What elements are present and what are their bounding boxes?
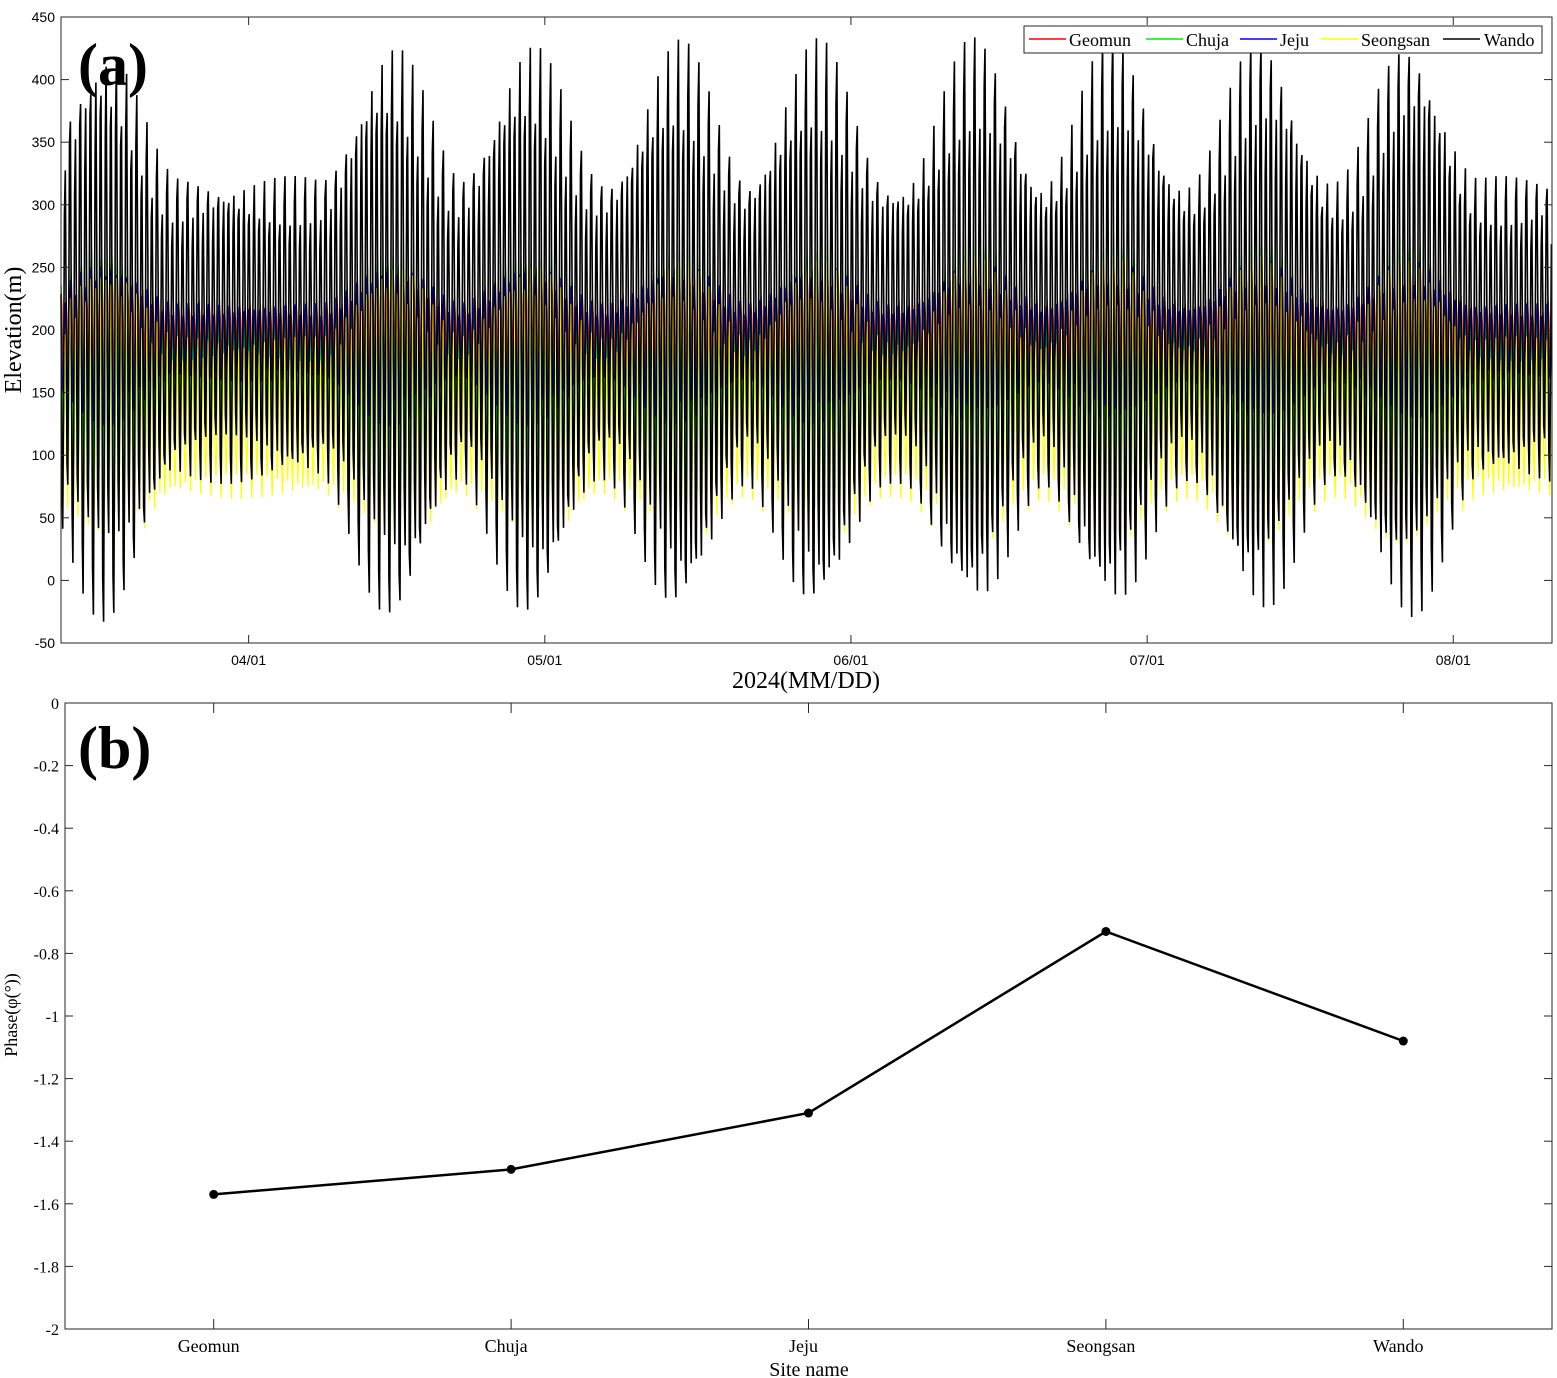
- panel-b-y-tick-label: -1.8: [34, 1259, 59, 1276]
- panel-b: -2 -1.8 -1.6 -1.4 -1.2 -1 -0.8 -0.6 -0.4 -0.2 0 Ge…: [1, 696, 1553, 1378]
- panel-a-series-group: [60, 37, 1553, 622]
- panel-a-x-tick-label: 07/01: [1130, 652, 1165, 668]
- panel-b-points: [209, 926, 1408, 1199]
- panel-b-x-tick-label: Chuja: [485, 1336, 528, 1356]
- panel-b-point-geomun: [209, 1189, 219, 1199]
- panel-a-x-tick-label: 08/01: [1436, 652, 1471, 668]
- panel-b-y-tick-label: -0.4: [34, 821, 59, 838]
- panel-b-y-tick-label: -0.2: [34, 759, 59, 776]
- panel-b-x-ticks: Geomun Chuja Jeju Seongsan Wando: [178, 703, 1424, 1356]
- panel-a-y-tick-label: 350: [32, 134, 56, 150]
- panel-a-x-axis-title: 2024(MM/DD): [732, 668, 880, 694]
- panel-a-series-wando: [60, 37, 1553, 622]
- panel-b-y-tick-label: -1.4: [34, 1134, 59, 1151]
- panel-b-y-tick-label: -0.6: [34, 884, 59, 901]
- panel-a-y-tick-label: 250: [32, 259, 56, 275]
- panel-b-point-jeju: [804, 1108, 813, 1118]
- panel-a-y-tick-label: 50: [39, 510, 55, 526]
- panel-b-x-tick-label: Seongsan: [1066, 1336, 1135, 1356]
- panel-a-legend: Geomun Chuja Jeju Seongsan Wando: [1023, 25, 1543, 54]
- panel-a-y-tick-label: -50: [35, 635, 55, 651]
- panel-b-x-axis-title: Site name: [769, 1359, 849, 1378]
- panel-b-point-chuja: [506, 1164, 516, 1174]
- panel-a-x-tick-label: 06/01: [833, 652, 868, 668]
- panel-a-x-tick-label: 04/01: [231, 652, 266, 668]
- panel-b-x-tick-label: Geomun: [178, 1336, 240, 1356]
- panel-a-label: (a): [78, 32, 148, 98]
- panel-b-y-tick-label: -1.2: [34, 1072, 59, 1089]
- panel-a-y-tick-label: 0: [47, 572, 55, 588]
- panel-b-y-tick-label: 0: [51, 696, 59, 713]
- panel-b-x-tick-label: Jeju: [789, 1336, 818, 1356]
- panel-b-y-axis-title: Phase(φ(°)): [1, 973, 22, 1057]
- legend-label-seongsan: Seongsan: [1361, 30, 1430, 50]
- panel-a-x-tick-label: 05/01: [527, 652, 562, 668]
- panel-b-label: (b): [78, 715, 151, 781]
- panel-b-point-wando: [1398, 1036, 1408, 1046]
- panel-a-y-ticks: -50 0 50 100 150 200 250 300 350 400 450: [32, 9, 1552, 651]
- panel-a-y-tick-label: 150: [32, 385, 56, 401]
- panel-b-y-ticks: -2 -1.8 -1.6 -1.4 -1.2 -1 -0.8 -0.6 -0.4 -0.2 0: [34, 696, 1552, 1339]
- legend-label-chuja: Chuja: [1186, 30, 1229, 50]
- panel-b-x-tick-label: Wando: [1373, 1336, 1424, 1356]
- panel-a-y-tick-label: 400: [32, 72, 56, 88]
- panel-b-y-tick-label: -1.6: [34, 1197, 59, 1214]
- panel-b-y-tick-label: -1: [46, 1009, 59, 1026]
- panel-b-y-tick-label: -2: [46, 1322, 59, 1339]
- panel-a-y-tick-label: 100: [32, 447, 56, 463]
- legend-label-jeju: Jeju: [1280, 30, 1309, 50]
- panel-a-y-tick-label: 300: [32, 197, 56, 213]
- panel-a-x-ticks: 04/01 05/01 06/01 07/01 08/01: [231, 17, 1471, 668]
- panel-a-y-tick-label: 450: [32, 9, 56, 25]
- panel-a-y-axis-title: Elevation(m): [1, 267, 27, 394]
- legend-label-geomun: Geomun: [1069, 30, 1131, 50]
- legend-label-wando: Wando: [1484, 30, 1535, 50]
- panel-a-y-tick-label: 200: [32, 322, 56, 338]
- panel-a: -50 0 50 100 150 200 250 300 350 400 450 04/01 05/0…: [1, 9, 1553, 694]
- panel-b-y-tick-label: -0.8: [34, 946, 59, 963]
- panel-b-point-seongsan: [1101, 926, 1111, 936]
